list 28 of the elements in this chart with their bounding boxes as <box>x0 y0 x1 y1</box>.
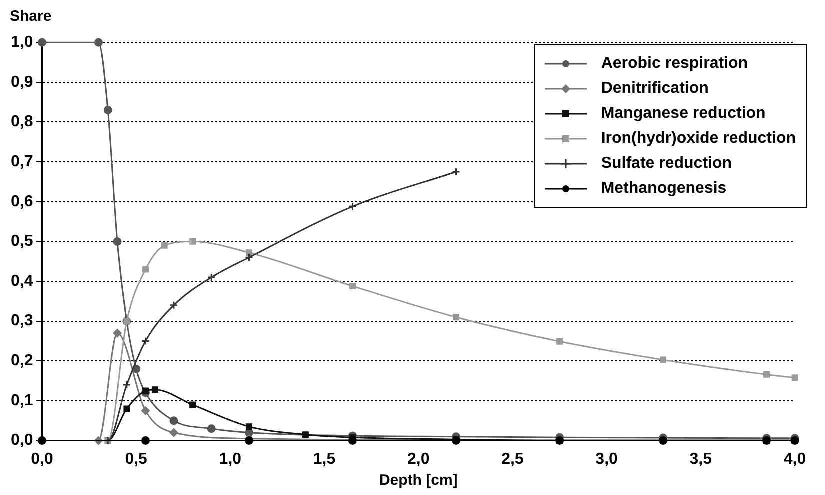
y-tick-label: 0,4 <box>10 272 34 290</box>
legend-label: Manganese reduction <box>601 104 766 122</box>
y-tick-label: 0,3 <box>10 312 34 330</box>
x-tick-label: 4,0 <box>784 450 806 468</box>
x-tick-label: 0,0 <box>31 450 54 468</box>
legend-label: Sulfate reduction <box>601 154 732 172</box>
x-axis-title: Depth [cm] <box>379 472 458 490</box>
x-tick-label: 3,5 <box>690 450 712 468</box>
y-tick-label: 0,6 <box>10 193 34 210</box>
y-tick-label: 1,0 <box>10 34 34 52</box>
y-tick-label: 0,0 <box>10 432 34 450</box>
y-tick-label: 0,9 <box>10 74 34 91</box>
y-tick-label: 0,1 <box>10 392 34 410</box>
y-tick-label: 0,7 <box>10 153 34 170</box>
legend-label: Methanogenesis <box>601 180 727 198</box>
y-tick-label: 0,5 <box>10 233 34 250</box>
y-tick-label: 0,2 <box>10 352 34 370</box>
x-tick-label: 1,5 <box>313 450 336 468</box>
legend-label: Denitrification <box>601 80 709 98</box>
y-tick-label: 0,8 <box>10 114 34 131</box>
legend-label: Iron(hydr)oxide reduction <box>601 130 796 148</box>
x-tick-label: 1,0 <box>219 450 242 468</box>
x-tick-label: 0,5 <box>125 450 148 468</box>
x-tick-label: 3,0 <box>596 450 618 468</box>
x-tick-label: 2,0 <box>407 450 430 468</box>
y-axis-title: Share <box>10 8 52 25</box>
legend-label: Aerobic respiration <box>601 54 748 72</box>
x-tick-label: 2,5 <box>502 450 524 468</box>
